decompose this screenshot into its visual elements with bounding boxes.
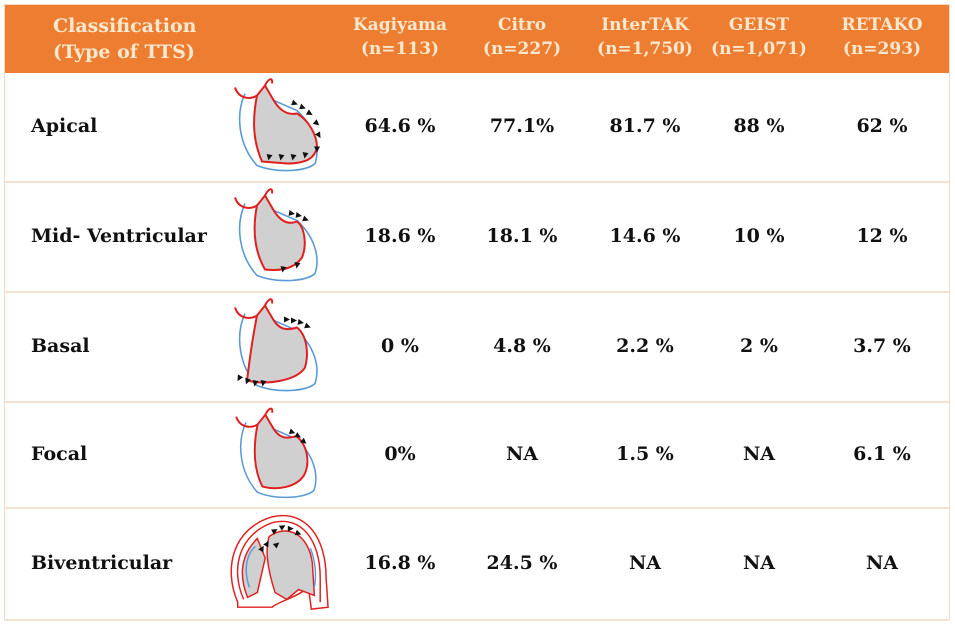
cell-value: 0% [384,443,416,465]
header-line: Classification [53,15,197,37]
cell-value: 24.5 % [486,552,558,574]
header-study-retako: RETAKO (n=293) [827,13,937,61]
tts-classification-table: Classification (Type of TTS) Kagiyama (n=… [4,4,950,621]
header-line: (Type of TTS) [53,41,195,63]
cell-value: 18.6 % [364,225,436,247]
study-name: Citro [497,15,547,35]
cell-value: 16.8 % [364,552,436,574]
study-n: (n=293) [842,39,922,59]
cell-value: 0 % [381,335,419,357]
table-header: Classification (Type of TTS) Kagiyama (n=… [5,5,949,73]
study-name: GEIST [728,15,790,35]
cell-value: 81.7 % [609,115,681,137]
study-n: (n=113) [360,39,440,59]
cell-value: 62 % [856,115,908,137]
header-study-geist: GEIST (n=1,071) [704,13,814,61]
cell-value: 77.1% [489,115,555,137]
row-type-label: Basal [31,335,90,357]
cell-value: 4.8 % [493,335,551,357]
table-row: Biventricular 16.8 % 24.5 % NA NA NA [5,509,949,621]
study-n: (n=1,071) [711,39,807,59]
cell-value: 1.5 % [616,443,674,465]
study-name: InterTAK [601,15,689,35]
focal-heart-icon [235,407,317,499]
row-type-label: Mid- Ventricular [31,225,207,247]
mid-ventricular-heart-icon [234,188,318,282]
cell-value: 6.1 % [853,443,911,465]
row-type-label: Focal [31,443,88,465]
header-study-kagiyama: Kagiyama (n=113) [345,13,455,61]
study-n: (n=1,750) [597,39,693,59]
cell-value: 88 % [733,115,785,137]
table-row: Mid- Ventricular 18.6 % 18.1 % 14.6 % 10 % 12… [5,183,949,293]
header-classification: Classification (Type of TTS) [53,13,196,65]
cell-value: NA [865,552,899,574]
apical-heart-icon [234,78,321,172]
cell-value: 10 % [733,225,785,247]
cell-value: 18.1 % [486,225,558,247]
study-name: Kagiyama [352,15,448,35]
study-name: RETAKO [841,15,923,35]
basal-heart-icon [234,298,318,392]
header-study-citro: Citro (n=227) [467,13,577,61]
table-row: Apical 64.6 % 77.1% 81.7 % 88 % 62 % [5,73,949,183]
cell-value: 2 % [740,335,778,357]
study-n: (n=227) [482,39,562,59]
cell-value: NA [742,552,776,574]
row-type-label: Biventricular [31,552,173,574]
cell-value: 64.6 % [364,115,436,137]
cell-value: NA [742,443,776,465]
cell-value: 14.6 % [609,225,681,247]
cell-value: 2.2 % [616,335,674,357]
table-row: Focal 0% NA 1.5 % NA 6.1 % [5,403,949,509]
header-study-intertak: InterTAK (n=1,750) [590,13,700,61]
table-row: Basal 0 % 4.8 % 2.2 % 2 % 3.7 % [5,293,949,403]
row-type-label: Apical [31,115,98,137]
cell-value: 3.7 % [853,335,911,357]
biventricular-heart-icon [230,514,329,610]
cell-value: NA [628,552,662,574]
cell-value: 12 % [856,225,908,247]
cell-value: NA [505,443,539,465]
